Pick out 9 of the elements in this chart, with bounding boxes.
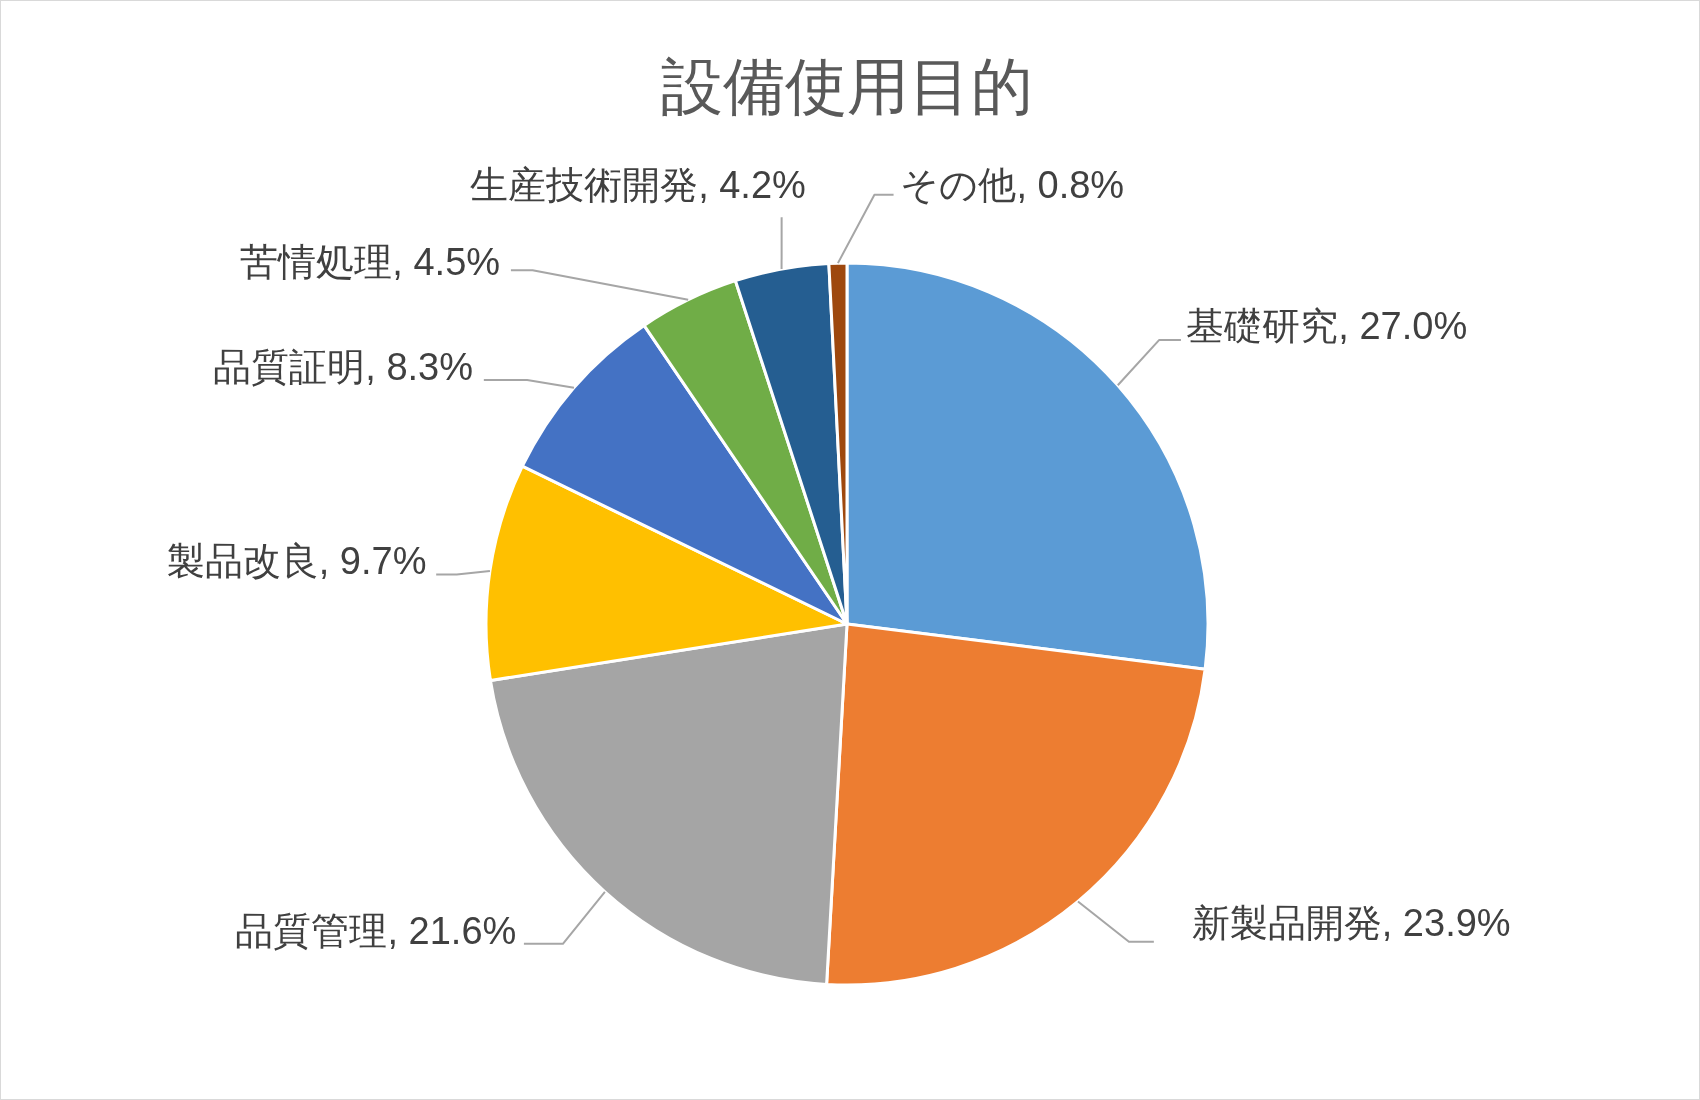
chart-title: 設備使用目的 bbox=[661, 51, 1033, 121]
slice-label: 生産技術開発, 4.2% bbox=[470, 164, 806, 207]
slice-label: 新製品開発, 23.9% bbox=[1191, 902, 1511, 945]
slice-label: 製品改良, 9.7% bbox=[166, 540, 427, 583]
slice-label: 品質管理, 21.6% bbox=[235, 909, 517, 952]
slice-label: 基礎研究, 27.0% bbox=[1186, 304, 1468, 347]
slice-label: 苦情処理, 4.5% bbox=[240, 240, 501, 283]
slice-label: その他, 0.8% bbox=[900, 164, 1125, 207]
slice-label: 品質証明, 8.3% bbox=[213, 345, 473, 388]
